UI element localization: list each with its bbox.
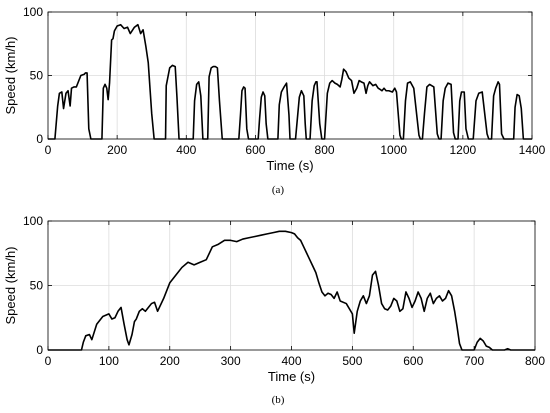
chart-b-x-tick-label: 700 xyxy=(464,354,484,368)
panel-label-b: (b) xyxy=(272,394,285,406)
chart-b-x-tick-label: 200 xyxy=(160,354,180,368)
chart-b-x-tick-label: 800 xyxy=(525,354,545,368)
chart-b-x-tick-label: 400 xyxy=(281,354,301,368)
chart-a-x-tick-label: 1000 xyxy=(380,143,407,157)
chart-b-y-tick-label: 100 xyxy=(23,214,43,228)
chart-b-x-tick-label: 100 xyxy=(99,354,119,368)
chart-b-y-tick-label: 50 xyxy=(30,279,44,293)
chart-a-y-axis-label: Speed (km/h) xyxy=(3,36,18,114)
chart-b-y-axis-label: Speed (km/h) xyxy=(3,246,18,324)
chart-panel-b: 0 100 200 300 400 500 600 700 800 0 50 100 Time (s) S… xyxy=(3,214,545,384)
chart-b-x-tick-label: 600 xyxy=(403,354,423,368)
chart-a-y-tick-label: 50 xyxy=(30,69,44,83)
chart-a-x-tick-label: 0 xyxy=(45,143,52,157)
chart-a-x-axis-label: Time (s) xyxy=(266,158,313,173)
chart-panel-a: 0 200 400 600 800 1000 1200 1400 0 50 100 Time (s) S… xyxy=(3,5,546,173)
chart-a-x-tick-label: 400 xyxy=(176,143,196,157)
panel-label-a: (a) xyxy=(272,184,285,196)
chart-b-x-tick-label: 500 xyxy=(342,354,362,368)
chart-b-x-tick-label: 0 xyxy=(45,354,52,368)
chart-a-y-tick-label: 100 xyxy=(23,5,43,19)
chart-a-speed-line xyxy=(48,23,532,140)
chart-a-x-tick-label: 600 xyxy=(245,143,265,157)
chart-b-x-axis-label: Time (s) xyxy=(268,369,315,384)
chart-b-x-tick-label: 300 xyxy=(221,354,241,368)
chart-a-x-tick-label: 800 xyxy=(315,143,335,157)
chart-b-y-tick-label: 0 xyxy=(36,343,43,357)
chart-a-x-tick-label: 1400 xyxy=(519,143,546,157)
chart-a-y-tick-label: 0 xyxy=(36,132,43,146)
chart-a-x-tick-label: 200 xyxy=(107,143,127,157)
chart-b-speed-line xyxy=(48,230,535,351)
chart-a-x-tick-label: 1200 xyxy=(450,143,477,157)
